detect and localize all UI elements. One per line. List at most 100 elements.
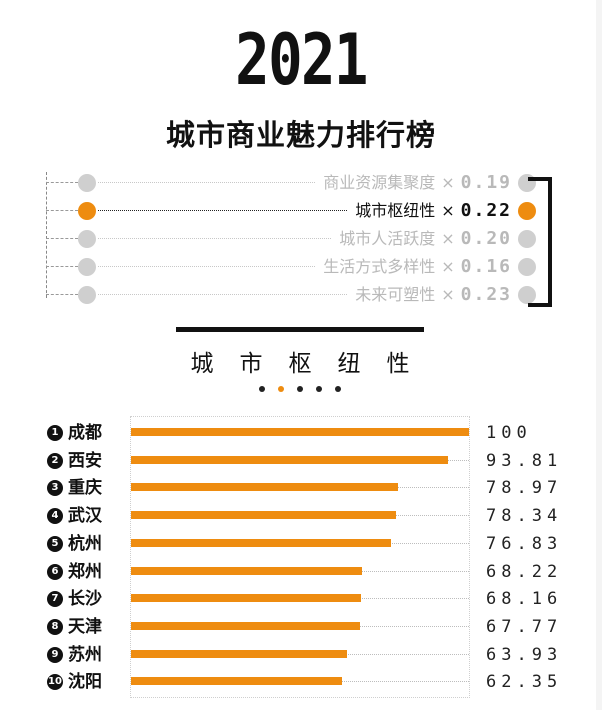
data-label: 100 <box>486 423 532 443</box>
bar <box>131 594 362 603</box>
category-label: 杭州 <box>68 533 102 554</box>
rank-badge: 10 <box>47 674 63 691</box>
pager-dot-icon[interactable] <box>316 386 322 392</box>
chart-row: 4 武汉 78.34 <box>0 502 602 530</box>
year-heading: 2021 <box>235 19 368 101</box>
weight-row[interactable]: 城市人活跃度 × 0.20 <box>46 228 536 250</box>
category-label: 苏州 <box>68 644 102 665</box>
data-label: 93.81 <box>486 450 563 471</box>
weight-name: 商业资源集聚度 <box>323 173 436 192</box>
chart-row: 9 苏州 63.93 <box>0 641 602 669</box>
rank-badge: 3 <box>47 480 63 497</box>
chart-row: 5 杭州 76.83 <box>0 530 602 558</box>
right-frame-edge <box>596 0 602 710</box>
data-label: 68.22 <box>486 561 563 582</box>
weight-dot-left-icon <box>78 258 96 276</box>
weight-dot-left-icon <box>78 174 96 192</box>
weight-times: × <box>441 257 455 276</box>
weight-row[interactable]: 生活方式多样性 × 0.16 <box>46 256 536 278</box>
category-label: 武汉 <box>68 506 102 527</box>
category-label: 郑州 <box>68 561 102 582</box>
rank-badge: 9 <box>47 646 63 663</box>
data-label: 62.35 <box>486 672 563 693</box>
weight-connector <box>46 294 78 295</box>
weight-label: 未来可塑性 × 0.23 <box>355 284 512 306</box>
pager-dot-icon[interactable] <box>335 386 341 392</box>
weight-label: 商业资源集聚度 × 0.19 <box>323 172 512 194</box>
bar <box>131 538 391 547</box>
weight-times: × <box>441 173 455 192</box>
rank-badge: 8 <box>47 618 63 635</box>
bar <box>131 428 469 436</box>
weight-dot-right-icon <box>518 286 536 304</box>
rank-badge: 1 <box>47 425 63 441</box>
weight-leader-line <box>98 294 348 295</box>
pager-dot-icon[interactable] <box>278 386 284 392</box>
bar <box>131 677 342 686</box>
weight-row[interactable]: 商业资源集聚度 × 0.19 <box>46 172 536 194</box>
weight-connector <box>46 210 78 211</box>
rank-badge: 7 <box>47 591 63 608</box>
weight-connector <box>46 238 78 239</box>
weight-value: 0.16 <box>460 256 512 277</box>
weights-left-dashed-line <box>46 172 67 298</box>
data-label: 67.77 <box>486 616 563 637</box>
weight-dot-right-icon <box>518 230 536 248</box>
weight-label: 生活方式多样性 × 0.16 <box>323 256 512 278</box>
chart-row: 1 成都 100 <box>0 419 602 447</box>
rank-badge: 6 <box>47 563 63 580</box>
chart-row: 2 西安 93.81 <box>0 447 602 475</box>
weight-name: 生活方式多样性 <box>323 257 436 276</box>
weight-value: 0.19 <box>460 172 512 193</box>
bar <box>131 511 396 520</box>
weight-times: × <box>441 229 455 248</box>
rank-badge: 4 <box>47 508 63 525</box>
chart-plot-area <box>130 416 470 698</box>
weight-value: 0.20 <box>460 228 512 249</box>
chart-row: 6 郑州 68.22 <box>0 558 602 586</box>
category-label: 成都 <box>68 423 102 443</box>
weight-label: 城市人活跃度 × 0.20 <box>339 228 512 250</box>
category-label: 重庆 <box>68 478 102 499</box>
weight-value: 0.23 <box>460 284 512 305</box>
pager-dots[interactable] <box>259 386 343 394</box>
chart-row: 10 沈阳 62.35 <box>0 668 602 696</box>
data-label: 78.97 <box>486 478 563 499</box>
data-label: 63.93 <box>486 644 563 665</box>
weight-leader-line <box>98 210 348 211</box>
pager-dot-icon[interactable] <box>297 386 303 392</box>
weight-name: 城市枢纽性 <box>355 201 436 220</box>
page-title: 城市商业魅力排行榜 <box>165 118 436 152</box>
rank-badge: 2 <box>47 452 63 469</box>
section-bar <box>176 327 424 332</box>
category-label: 沈阳 <box>68 672 102 693</box>
weight-dot-right-icon <box>518 202 536 220</box>
weight-connector <box>46 182 78 183</box>
category-label: 天津 <box>68 616 102 637</box>
chart-row: 7 长沙 68.16 <box>0 585 602 613</box>
category-label: 长沙 <box>68 589 102 610</box>
section-title: 城市枢纽性 <box>190 351 436 377</box>
weight-dot-left-icon <box>78 286 96 304</box>
bar <box>131 649 348 658</box>
bar <box>131 621 361 630</box>
weight-dot-right-icon <box>518 258 536 276</box>
data-label: 76.83 <box>486 533 563 554</box>
rank-badge: 5 <box>47 535 63 552</box>
weight-name: 未来可塑性 <box>355 285 436 304</box>
chart-row: 3 重庆 78.97 <box>0 474 602 502</box>
data-label: 68.16 <box>486 589 563 610</box>
chart-row: 8 天津 67.77 <box>0 613 602 641</box>
weight-leader-line <box>98 266 316 267</box>
weight-row[interactable]: 未来可塑性 × 0.23 <box>46 284 536 306</box>
category-label: 西安 <box>68 450 102 471</box>
pager-dot-icon[interactable] <box>259 386 265 392</box>
weight-leader-line <box>98 182 316 183</box>
weight-connector <box>46 266 78 267</box>
data-label: 78.34 <box>486 506 563 527</box>
weight-times: × <box>441 201 455 220</box>
weight-label: 城市枢纽性 × 0.22 <box>355 200 512 222</box>
weight-row[interactable]: 城市枢纽性 × 0.22 <box>46 200 536 222</box>
bar <box>131 566 362 575</box>
bar <box>131 455 449 464</box>
